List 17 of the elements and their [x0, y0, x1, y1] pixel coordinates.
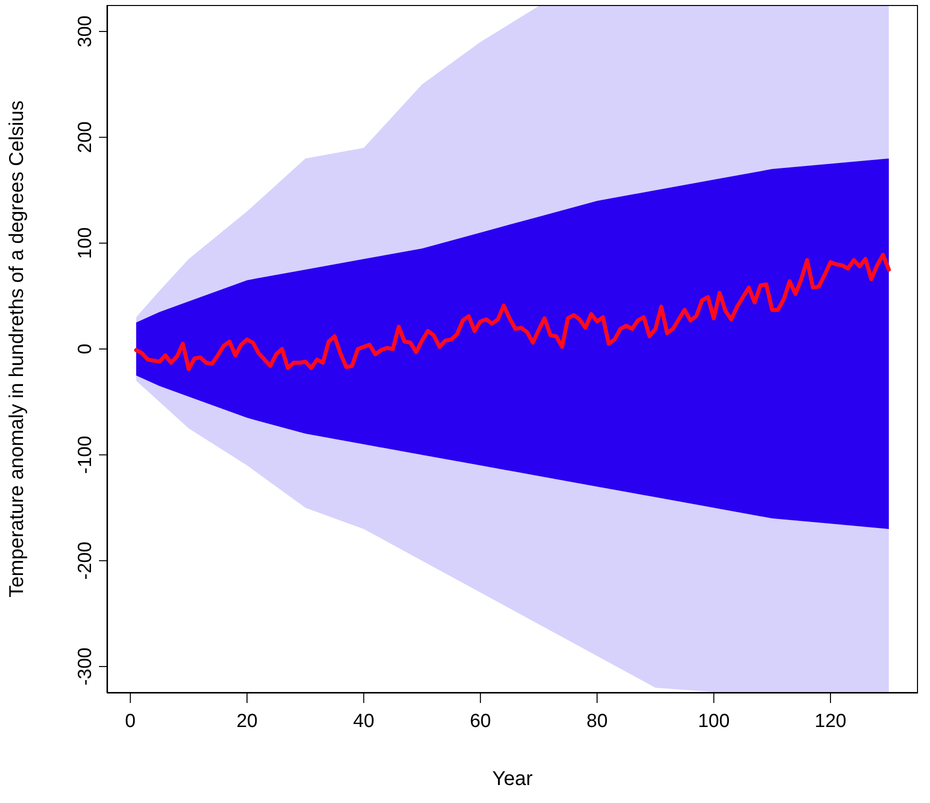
x-axis-title: Year: [492, 768, 534, 790]
y-tick-label: -200: [75, 542, 96, 580]
x-tick-label: 40: [353, 711, 374, 732]
y-axis-title: Temperature anomaly in hundreths of a degrees Celsius: [6, 100, 28, 598]
x-tick-label: 20: [236, 711, 258, 732]
y-tick-label: 300: [75, 16, 96, 48]
y-tick-label: 100: [75, 227, 96, 260]
x-tick-label: 0: [125, 711, 136, 732]
x-tick-label: 120: [814, 711, 846, 732]
y-tick-label: -100: [75, 436, 96, 474]
x-tick-label: 100: [698, 711, 730, 732]
line-series: [134, 252, 891, 372]
y-tick-label: -300: [75, 648, 96, 686]
x-tick-label: 80: [586, 711, 608, 732]
x-tick-label: 60: [470, 711, 491, 732]
y-tick-label: 0: [75, 344, 96, 354]
y-tick-label: 200: [75, 121, 96, 154]
